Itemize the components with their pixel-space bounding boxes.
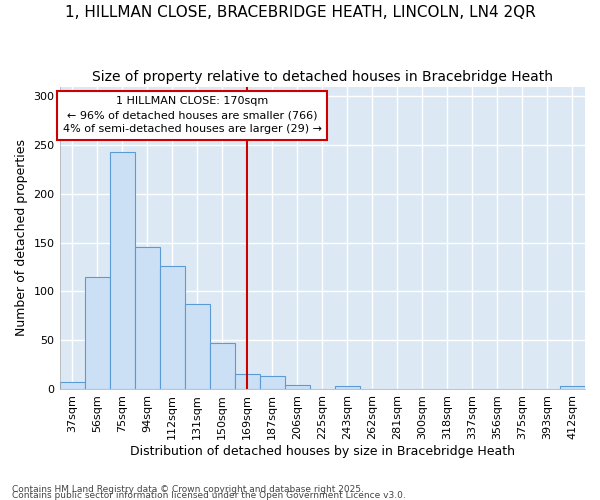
- Bar: [335, 386, 360, 389]
- Bar: [235, 374, 260, 389]
- Bar: [134, 246, 160, 389]
- Bar: [110, 152, 134, 389]
- Text: 1, HILLMAN CLOSE, BRACEBRIDGE HEATH, LINCOLN, LN4 2QR: 1, HILLMAN CLOSE, BRACEBRIDGE HEATH, LIN…: [65, 5, 535, 20]
- Title: Size of property relative to detached houses in Bracebridge Heath: Size of property relative to detached ho…: [92, 70, 553, 84]
- Text: 1 HILLMAN CLOSE: 170sqm
← 96% of detached houses are smaller (766)
4% of semi-de: 1 HILLMAN CLOSE: 170sqm ← 96% of detache…: [62, 96, 322, 134]
- Bar: [285, 385, 310, 389]
- Bar: [185, 304, 209, 389]
- Bar: [560, 386, 585, 389]
- Bar: [85, 277, 110, 389]
- Bar: [260, 376, 285, 389]
- Text: Contains HM Land Registry data © Crown copyright and database right 2025.: Contains HM Land Registry data © Crown c…: [12, 485, 364, 494]
- Bar: [59, 382, 85, 389]
- Text: Contains public sector information licensed under the Open Government Licence v3: Contains public sector information licen…: [12, 491, 406, 500]
- Y-axis label: Number of detached properties: Number of detached properties: [15, 140, 28, 336]
- Bar: [209, 343, 235, 389]
- Bar: [160, 266, 185, 389]
- X-axis label: Distribution of detached houses by size in Bracebridge Heath: Distribution of detached houses by size …: [130, 444, 515, 458]
